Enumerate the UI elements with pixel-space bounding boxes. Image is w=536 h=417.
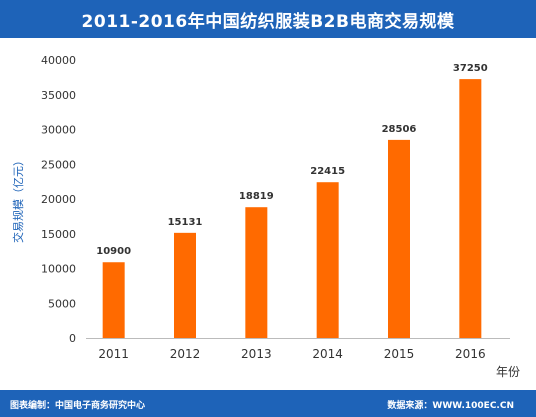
y-axis-title: 交易规模（亿元） — [11, 155, 25, 243]
bar-chart: 0 5000 10000 15000 20000 25000 30000 35000 40000… — [11, 54, 520, 379]
data-label-2012: 15131 — [168, 217, 203, 228]
y-tick-label: 5000 — [48, 297, 76, 310]
chart-area: 0 5000 10000 15000 20000 25000 30000 35000 40000… — [0, 38, 536, 384]
y-axis: 0 5000 10000 15000 20000 25000 30000 35000 40000 — [41, 54, 76, 345]
y-tick-label: 15000 — [41, 228, 76, 241]
x-tick-label: 2014 — [312, 347, 343, 361]
data-label-2011: 10900 — [96, 246, 131, 257]
y-tick-label: 40000 — [41, 54, 76, 67]
footer-source-compiler: 图表编制：中国电子商务研究中心 — [10, 401, 146, 411]
y-tick-label: 35000 — [41, 89, 76, 102]
data-label-2015: 28506 — [382, 124, 417, 135]
footer-bar: 图表编制：中国电子商务研究中心 数据来源：WWW.100EC.CN — [0, 390, 536, 417]
data-label-2013: 18819 — [239, 191, 274, 202]
chart-title: 2011-2016年中国纺织服装B2B电商交易规模 — [0, 0, 536, 38]
bar-2013 — [245, 207, 268, 338]
bar-2012 — [174, 232, 196, 338]
data-label-2016: 37250 — [453, 63, 488, 74]
y-tick-label: 0 — [69, 332, 76, 345]
x-tick-label: 2011 — [98, 347, 129, 361]
y-tick-label: 20000 — [41, 193, 76, 206]
footer-data-source: 数据来源：WWW.100EC.CN — [387, 401, 514, 411]
data-label-2014: 22415 — [310, 166, 345, 177]
y-tick-label: 30000 — [41, 124, 76, 137]
bar-2016 — [459, 79, 482, 339]
bar-2011 — [102, 262, 125, 338]
x-tick-label: 2016 — [455, 347, 486, 361]
x-tick-label: 2012 — [170, 347, 201, 361]
x-axis: 2011 2012 2013 2014 2015 2016 — [86, 338, 510, 361]
x-axis-title: 年份 — [496, 365, 520, 379]
bars: 10900 15131 18819 22415 28506 37250 — [96, 63, 488, 339]
x-tick-label: 2013 — [241, 347, 272, 361]
y-tick-label: 25000 — [41, 158, 76, 171]
bar-2015 — [388, 139, 410, 338]
x-tick-label: 2015 — [384, 347, 415, 361]
bar-2014 — [316, 182, 339, 338]
y-tick-label: 10000 — [41, 263, 76, 276]
